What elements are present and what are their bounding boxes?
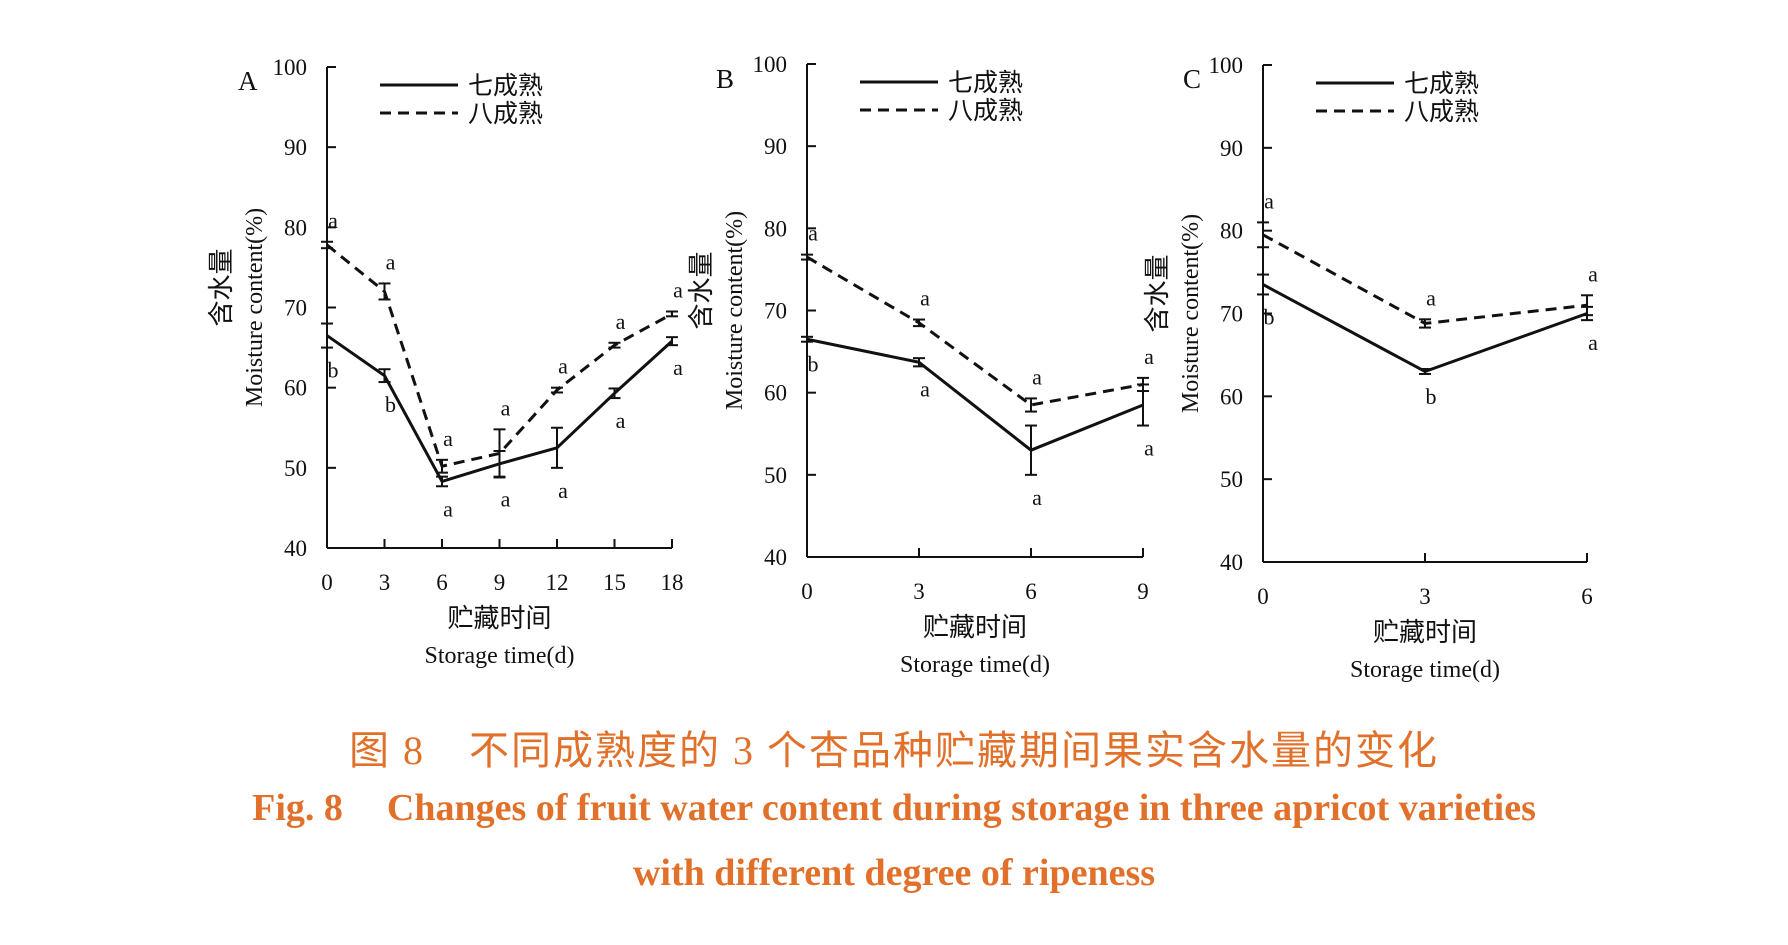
y-tick-label: 100	[273, 55, 308, 80]
y-tick-label: 40	[1220, 550, 1243, 575]
y-tick-label: 60	[284, 376, 307, 401]
x-tick-label: 0	[801, 579, 813, 604]
x-axis-title-en: Storage time(d)	[1350, 657, 1500, 683]
x-tick-label: 18	[661, 570, 684, 595]
significance-letter: a	[501, 395, 511, 420]
y-tick-label: 100	[753, 52, 788, 77]
caption-english-line1: Fig. 8 Changes of fruit water content dur…	[0, 786, 1788, 830]
x-axis-title-cn: 贮藏时间	[1373, 618, 1477, 647]
caption-english-line2: with different degree of ripeness	[0, 851, 1788, 895]
significance-letter: a	[673, 355, 683, 380]
x-tick-label: 9	[1137, 579, 1149, 604]
y-axis-title-cn: 含水量	[687, 251, 716, 329]
x-tick-label: 0	[1257, 584, 1269, 609]
legend-label-2: 八成熟	[468, 100, 543, 128]
y-axis-title-en: Moisture content(%)	[242, 208, 268, 407]
chart-panel-b: 40 50 60 70 80 90 100 0 3 6 9 B 贮藏时间 Storage time(d) 含…	[687, 52, 1154, 678]
x-axis-title-cn: 贮藏时间	[923, 613, 1027, 642]
legend-label-2: 八成熟	[1404, 98, 1479, 126]
significance-letter: a	[558, 354, 568, 379]
caption-cn-text: 不同成熟度的 3 个杏品种贮藏期间果实含水量的变化	[469, 728, 1439, 773]
significance-letter: a	[443, 496, 453, 521]
significance-letter: a	[808, 221, 818, 246]
significance-letter: a	[616, 309, 626, 334]
significance-letter: b	[385, 392, 396, 417]
significance-letter: a	[1588, 330, 1598, 355]
y-tick-label: 70	[284, 296, 307, 321]
x-axis-title-cn: 贮藏时间	[447, 604, 551, 633]
y-tick-label: 50	[284, 456, 307, 481]
y-tick-label: 50	[1220, 467, 1243, 492]
y-tick-label: 90	[1220, 136, 1243, 161]
panel-label: A	[238, 66, 258, 96]
y-tick-label: 100	[1209, 53, 1244, 78]
significance-letter: b	[1264, 304, 1275, 329]
y-axis-title-cn: 含水量	[1143, 254, 1172, 332]
significance-letter: b	[328, 358, 339, 383]
caption-cn-label: 图 8	[349, 728, 425, 773]
x-axis-title-en: Storage time(d)	[425, 643, 575, 669]
significance-letter: a	[920, 376, 930, 401]
y-tick-label: 80	[1220, 219, 1243, 244]
caption-en-text-line2: with different degree of ripeness	[632, 852, 1156, 894]
y-tick-label: 50	[764, 463, 787, 488]
legend-label-1: 七成熟	[948, 69, 1023, 97]
y-tick-label: 90	[764, 134, 787, 159]
significance-letter: a	[1032, 485, 1042, 510]
significance-letter: a	[443, 426, 453, 451]
x-tick-label: 12	[546, 570, 569, 595]
x-tick-label: 6	[1581, 584, 1593, 609]
x-tick-label: 3	[1419, 584, 1431, 609]
x-tick-label: 9	[494, 570, 506, 595]
chart-panel-c: 40 50 60 70 80 90 100 0 3 6 C 贮藏时间 Storage time(d) 含水…	[1143, 53, 1598, 683]
significance-letter: a	[1144, 344, 1154, 369]
x-tick-label: 3	[379, 570, 391, 595]
y-axis-title-en: Moisture content(%)	[1178, 214, 1204, 413]
significance-letter: a	[501, 487, 511, 512]
caption-en-label: Fig. 8	[252, 787, 343, 829]
x-tick-label: 0	[321, 570, 333, 595]
significance-letter: b	[808, 352, 819, 377]
significance-letter: a	[673, 278, 683, 303]
legend-label-2: 八成熟	[948, 97, 1023, 125]
significance-letter: a	[328, 208, 338, 233]
x-tick-label: 6	[436, 570, 448, 595]
y-tick-label: 40	[284, 536, 307, 561]
y-tick-label: 70	[1220, 302, 1243, 327]
caption-en-text-line1: Changes of fruit water content during st…	[386, 787, 1536, 829]
x-tick-label: 6	[1025, 579, 1037, 604]
significance-letter: a	[1144, 436, 1154, 461]
panel-label: B	[716, 64, 734, 94]
y-axis-title-cn: 含水量	[207, 248, 236, 326]
caption-chinese: 图 8 不同成熟度的 3 个杏品种贮藏期间果实含水量的变化	[0, 718, 1788, 776]
legend-label-1: 七成熟	[1404, 70, 1479, 98]
x-axis-title-en: Storage time(d)	[900, 652, 1050, 678]
significance-letter: a	[1032, 364, 1042, 389]
panel-label: C	[1183, 64, 1201, 94]
y-tick-label: 80	[284, 215, 307, 240]
significance-letter: a	[920, 286, 930, 311]
series-line-2	[806, 255, 1144, 407]
chart-panel-a: 40 50 60 70 80 90 100 0 3 6 9 12 15 18 A 贮藏时间 Storage ti…	[207, 55, 684, 669]
significance-letter: a	[386, 249, 396, 274]
y-axis-title-en: Moisture content(%)	[722, 211, 748, 410]
significance-letter: a	[1426, 285, 1436, 310]
legend-label-1: 七成熟	[468, 72, 543, 100]
y-tick-label: 60	[1220, 384, 1243, 409]
significance-letter: a	[1588, 261, 1598, 286]
significance-letter: a	[616, 408, 626, 433]
y-tick-label: 70	[764, 299, 787, 324]
x-tick-label: 3	[913, 579, 925, 604]
y-tick-label: 90	[284, 135, 307, 160]
series-line-1	[806, 337, 1144, 452]
y-tick-label: 80	[764, 216, 787, 241]
y-tick-label: 40	[764, 545, 787, 570]
x-tick-label: 15	[603, 570, 626, 595]
significance-letter: b	[1426, 384, 1437, 409]
significance-letter: a	[1264, 188, 1274, 213]
y-tick-label: 60	[764, 381, 787, 406]
significance-letter: a	[558, 478, 568, 503]
